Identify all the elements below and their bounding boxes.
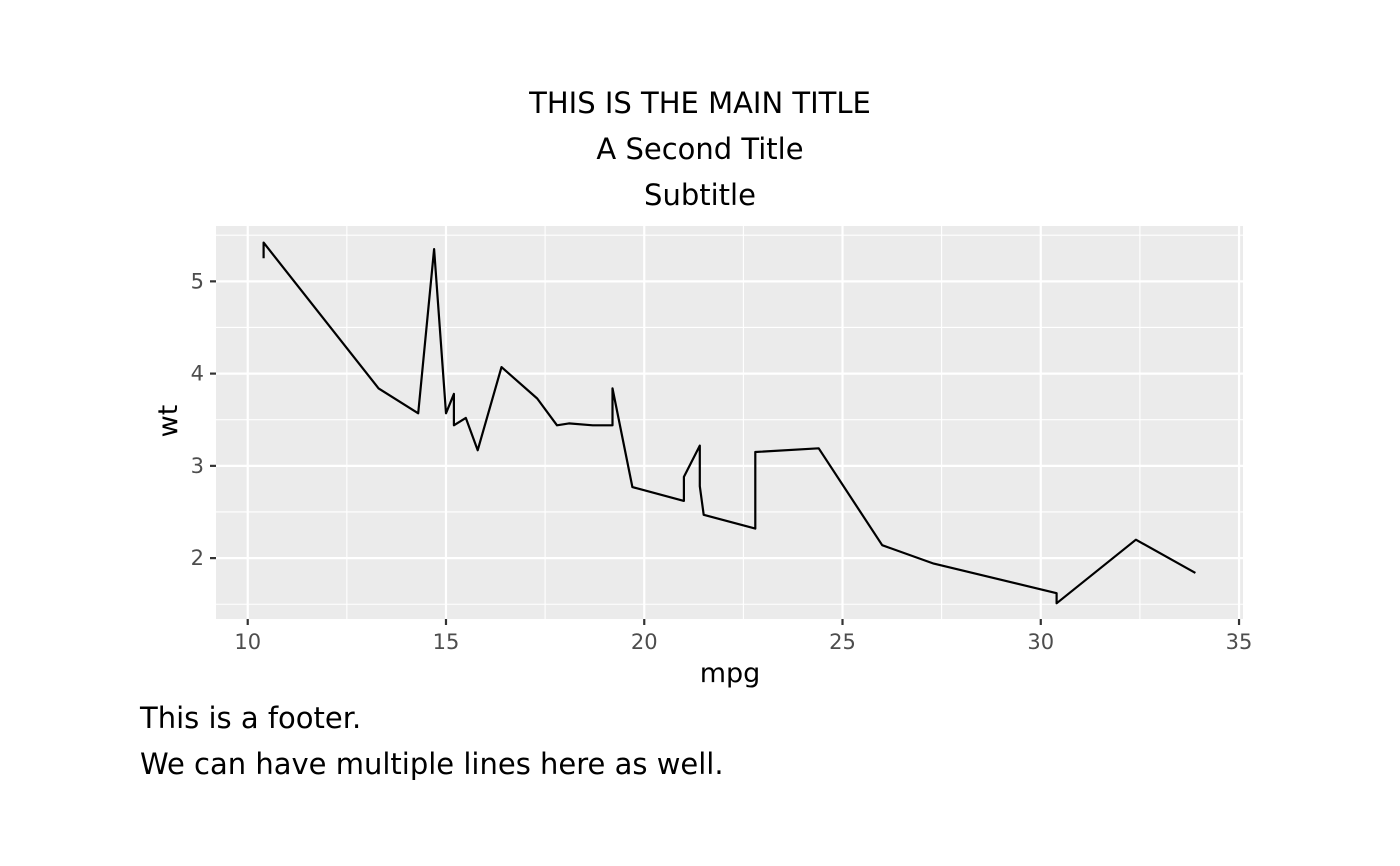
x-tick-label: 35 [1226,630,1253,654]
footer-line-1: This is a footer. [140,701,362,735]
subtitle: Subtitle [644,178,756,212]
x-tick-label: 15 [433,630,460,654]
footer-line-2: We can have multiple lines here as well. [140,747,724,781]
plot-panel [216,226,1243,619]
x-tick-label: 20 [631,630,658,654]
y-tick-label: 4 [191,362,204,386]
second-title: A Second Title [596,132,804,166]
x-tick-label: 25 [829,630,856,654]
y-axis: 2 3 4 5 [191,269,216,570]
y-tick-label: 3 [191,454,204,478]
x-axis: 10 15 20 25 30 35 [234,619,1252,654]
series-line [262,241,1196,605]
x-tick-label: 10 [234,630,261,654]
y-axis-label: wt [153,405,184,438]
grid-major [216,226,1243,619]
grid-minor [216,226,1243,619]
main-title: THIS IS THE MAIN TITLE [529,86,871,120]
y-tick-label: 5 [191,269,204,293]
x-axis-label: mpg [700,658,761,689]
y-tick-label: 2 [191,546,204,570]
x-tick-label: 30 [1027,630,1054,654]
